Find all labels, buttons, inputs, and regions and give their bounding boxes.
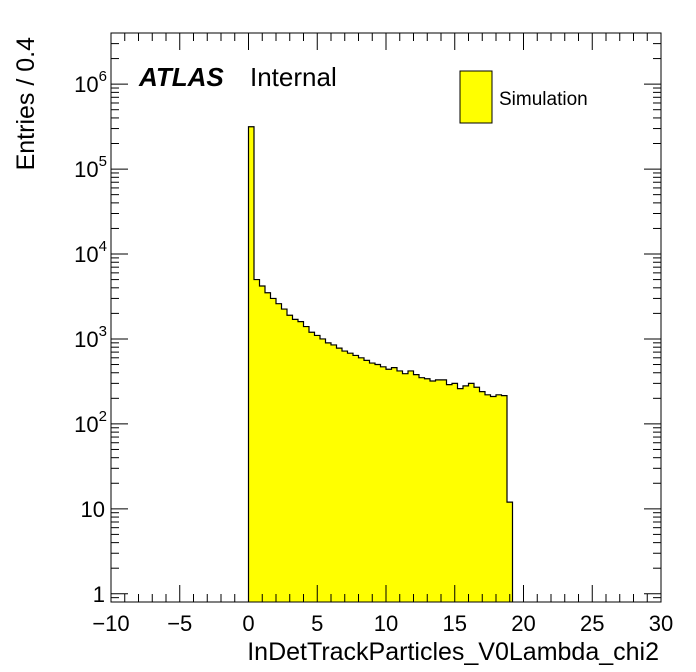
histogram-bar	[446, 384, 452, 602]
histogram-bar	[380, 366, 386, 602]
histogram-bar	[336, 348, 342, 602]
histogram-bar	[364, 360, 370, 602]
histogram-bar	[298, 321, 304, 602]
histogram-bar	[303, 326, 309, 602]
x-tick-label: 0	[242, 611, 254, 636]
y-axis-title: Entries / 0.4	[12, 37, 40, 170]
x-tick-labels: −10 −5 0 5 10 15 20 25 30	[92, 611, 673, 636]
y-tick-label: 103	[74, 323, 107, 352]
histogram-bar	[397, 370, 403, 602]
histogram-bar	[424, 378, 430, 602]
histogram-outline	[247, 126, 514, 602]
histogram-bar	[353, 355, 359, 602]
histogram-bar	[457, 388, 463, 602]
histogram-bar	[270, 298, 276, 602]
histogram-bar	[452, 383, 458, 602]
histogram-bar	[479, 391, 485, 602]
histogram-bar	[474, 387, 480, 602]
x-tick-label: 15	[443, 611, 467, 636]
histogram-bar	[435, 379, 441, 602]
histogram-bar	[496, 394, 502, 602]
histogram-bar	[386, 369, 392, 602]
histogram-bar	[287, 315, 293, 602]
legend-entry-simulation: Simulation	[499, 89, 588, 110]
histogram-bar	[292, 319, 298, 602]
histogram-bar	[342, 351, 348, 602]
histogram-bar	[375, 364, 381, 602]
histogram-bar	[259, 286, 265, 602]
x-tick-label: 5	[311, 611, 323, 636]
y-tick-labels: 1 10 102 103 104 105 106	[74, 68, 107, 607]
histogram-bar	[507, 502, 513, 602]
y-tick-label: 102	[74, 408, 107, 437]
histogram-bar	[430, 380, 436, 602]
x-tick-label: 20	[511, 611, 535, 636]
atlas-label: ATLAS	[138, 62, 224, 92]
histogram-bar	[369, 363, 375, 602]
histogram-bar	[468, 383, 474, 602]
histogram-bar	[413, 374, 419, 602]
histogram-bar	[419, 377, 425, 602]
histogram-bars	[247, 126, 514, 603]
histogram-bar	[441, 379, 447, 602]
histogram-bar	[463, 385, 469, 602]
x-tick-label: 30	[649, 611, 673, 636]
x-axis-title: InDetTrackParticles_V0Lambda_chi2	[247, 638, 659, 666]
x-tick-label: −10	[92, 611, 129, 636]
x-tick-label: 10	[374, 611, 398, 636]
histogram-bar	[391, 367, 397, 602]
histogram-bar	[408, 370, 414, 602]
histogram-bar	[325, 342, 331, 602]
y-tick-label: 104	[74, 238, 107, 267]
histogram-bar	[265, 292, 271, 602]
histogram-bar	[501, 395, 507, 602]
y-tick-label: 106	[74, 68, 107, 97]
y-tick-label: 105	[74, 153, 107, 182]
histogram-bar	[254, 279, 260, 602]
histogram-bar	[248, 126, 254, 603]
internal-label: Internal	[250, 62, 337, 92]
x-tick-label: 25	[580, 611, 604, 636]
histogram-bar	[347, 353, 353, 602]
histogram-bar	[281, 309, 287, 602]
histogram-bar	[485, 394, 491, 602]
histogram-bar	[314, 335, 320, 602]
histogram-bar	[490, 396, 496, 602]
axis-ticks	[110, 32, 662, 603]
y-tick-label: 1	[93, 582, 105, 607]
histogram-bar	[358, 357, 364, 602]
y-tick-label: 10	[81, 497, 105, 522]
x-tick-label: −5	[167, 611, 192, 636]
histogram-bar	[320, 338, 326, 602]
legend-swatch	[459, 70, 493, 124]
histogram-bar	[402, 373, 408, 602]
histogram-bar	[331, 344, 337, 602]
histogram-bar	[276, 303, 282, 602]
histogram-bar	[309, 332, 315, 602]
